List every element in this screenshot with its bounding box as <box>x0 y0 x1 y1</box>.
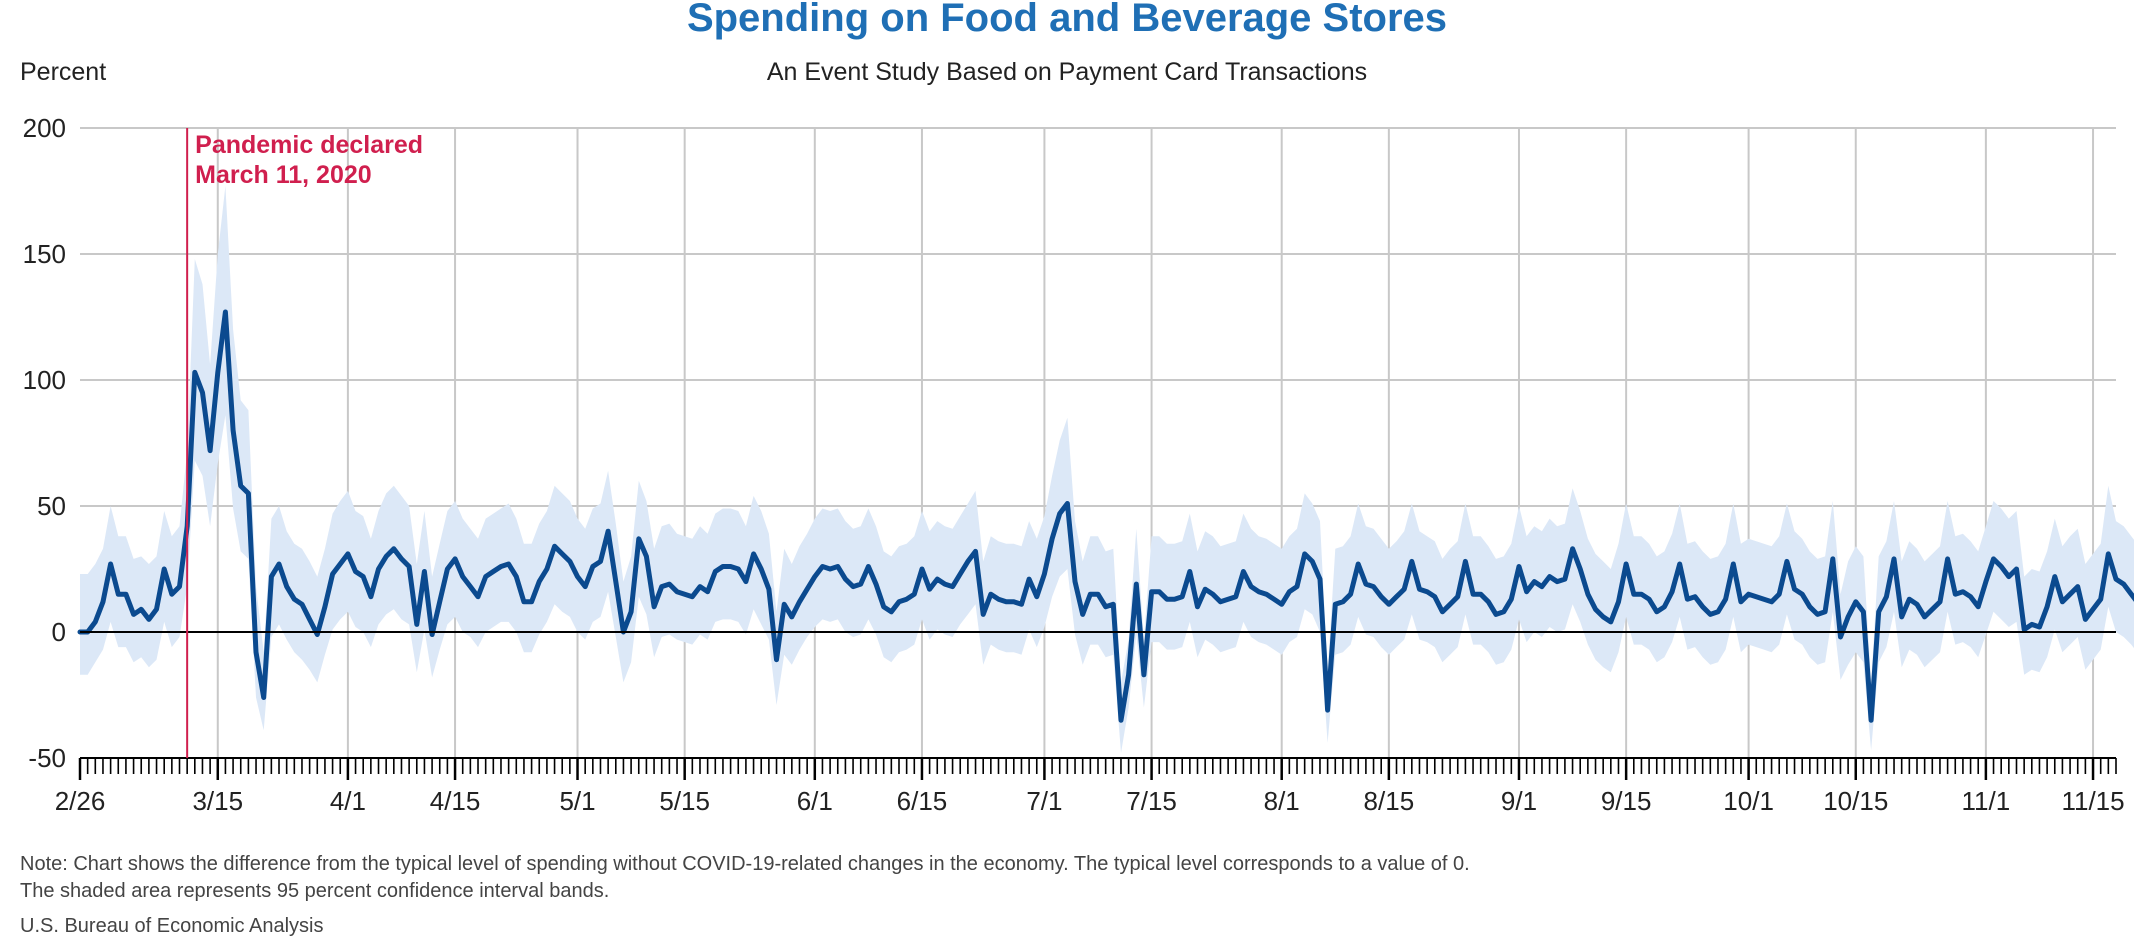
y-axis-unit-label: Percent <box>20 58 107 86</box>
x-tick-label: 7/1 <box>1026 786 1062 816</box>
y-tick-label: -50 <box>28 743 66 773</box>
x-tick-label: 8/15 <box>1364 786 1415 816</box>
note-line-2: The shaded area represents 95 percent co… <box>20 880 610 902</box>
series-line <box>77 309 2134 723</box>
y-tick-label: 0 <box>52 617 66 647</box>
x-tick-label: 6/1 <box>797 786 833 816</box>
annotation-label-line-2: March 11, 2020 <box>195 161 372 189</box>
x-tick-label: 3/15 <box>192 786 243 816</box>
grid-lines <box>80 127 2116 759</box>
chart-note: Note: Chart shows the difference from th… <box>20 851 1470 905</box>
y-tick-label: 150 <box>23 239 66 269</box>
annotation-label-line-1: Pandemic declared <box>195 131 423 159</box>
axes: -50 0 50 100 150 200 2/26 3/15 4/1 4/15 5/1 5/15 6/1… <box>23 113 2125 816</box>
confidence-band <box>80 186 2134 753</box>
y-tick-label: 200 <box>23 113 66 143</box>
x-tick-label: 2/26 <box>55 786 106 816</box>
x-tick-label: 5/15 <box>659 786 710 816</box>
x-tick-label: 9/15 <box>1601 786 1652 816</box>
x-tick-label: 11/1 <box>1962 786 2011 816</box>
x-tick-label: 11/15 <box>2061 786 2124 816</box>
x-tick-label: 10/1 <box>1723 786 1774 816</box>
confidence-interval-band <box>80 186 2134 753</box>
x-tick-label: 10/15 <box>1823 786 1888 816</box>
series-layer <box>77 309 2134 723</box>
chart-subtitle: An Event Study Based on Payment Card Tra… <box>766 58 1368 86</box>
x-tick-label: 5/1 <box>559 786 595 816</box>
x-tick-label: 8/1 <box>1264 786 1300 816</box>
x-tick-label: 6/15 <box>897 786 948 816</box>
line-chart: -50 0 50 100 150 200 2/26 3/15 4/1 4/15 5/1 5/15 6/1… <box>23 113 2134 816</box>
x-tick-label: 7/15 <box>1126 786 1177 816</box>
x-tick-label: 9/1 <box>1501 786 1537 816</box>
source-credit: U.S. Bureau of Economic Analysis <box>20 915 324 937</box>
x-tick-label: 4/1 <box>330 786 366 816</box>
chart-title: Spending on Food and Beverage Stores <box>686 0 1448 40</box>
y-tick-label: 50 <box>37 491 66 521</box>
y-tick-label: 100 <box>23 365 66 395</box>
note-line-1: Note: Chart shows the difference from th… <box>20 853 1470 875</box>
x-tick-label: 4/15 <box>430 786 481 816</box>
